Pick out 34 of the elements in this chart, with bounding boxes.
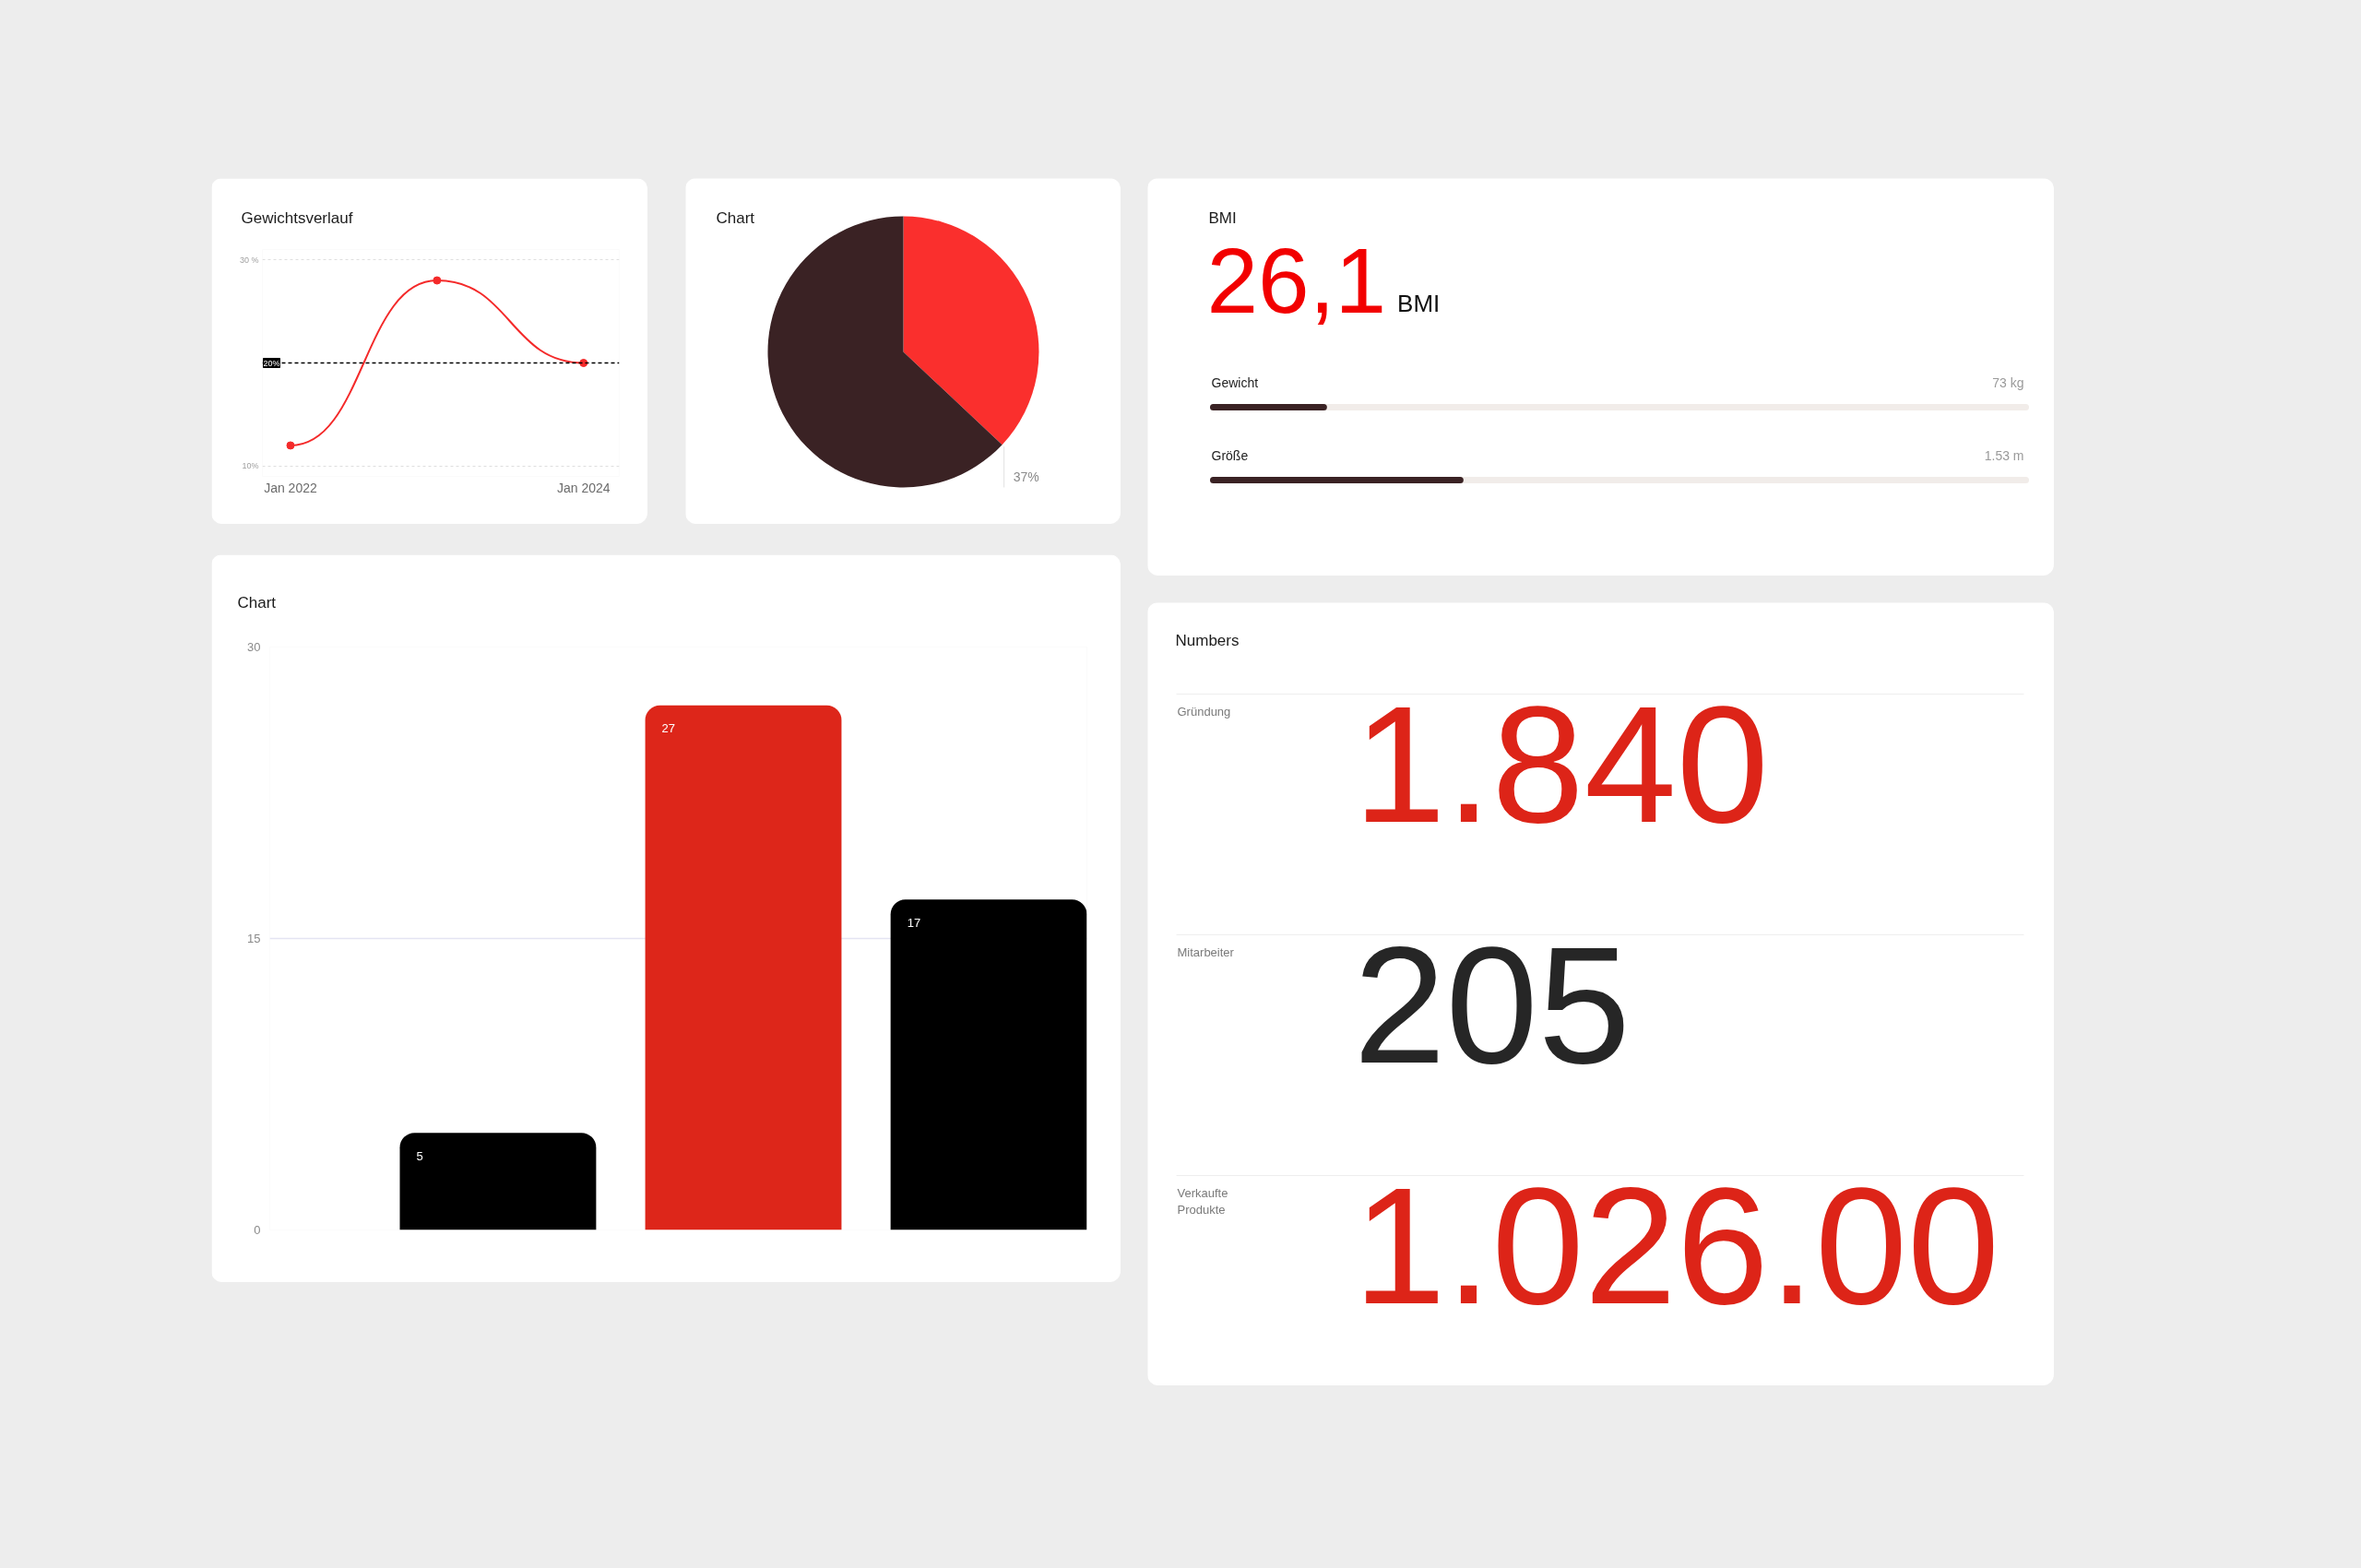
- category-label: Gewicht: [1211, 374, 1259, 390]
- point: [286, 441, 295, 450]
- x-tick-label: Jan 2022: [264, 480, 317, 495]
- x-tick-label: Jan 2024: [556, 480, 611, 495]
- ref-line-label: 20%: [263, 358, 280, 368]
- category-label: Verkaufte Produkte: [1177, 1185, 1228, 1217]
- text: 1.840: [1353, 671, 1769, 857]
- point: [433, 276, 442, 285]
- y-tick-label: 30 %: [239, 255, 259, 265]
- data-label: 27: [661, 721, 676, 736]
- data-label: 37%: [1013, 469, 1039, 484]
- y-tick-label: 0: [254, 1223, 261, 1237]
- y-tick-label: 10%: [242, 461, 259, 471]
- text: BMI: [1397, 289, 1441, 317]
- text: 73 kg: [1992, 374, 2024, 390]
- y-tick-label: 30: [247, 640, 261, 654]
- category-label: Mitarbeiter: [1177, 944, 1235, 959]
- bar: [399, 1133, 597, 1230]
- text: 26,1: [1206, 229, 1387, 332]
- chart-title: Chart: [237, 593, 277, 612]
- data-label: 5: [416, 1148, 423, 1163]
- text: 1.026.00: [1353, 1152, 2000, 1338]
- text: 1.53 m: [1984, 447, 2024, 463]
- text: 205: [1353, 911, 1631, 1098]
- category-label: Größe: [1211, 447, 1249, 463]
- text: Numbers: [1175, 632, 1240, 649]
- category-label: Gründung: [1177, 704, 1231, 719]
- chart-title: Chart: [716, 209, 755, 227]
- chart-title: Gewichtsverlauf: [241, 208, 353, 227]
- text: BMI: [1208, 209, 1237, 227]
- bar: [645, 705, 842, 1230]
- y-tick-label: 15: [247, 932, 261, 945]
- data-label: 17: [907, 915, 921, 930]
- bar: [890, 899, 1087, 1230]
